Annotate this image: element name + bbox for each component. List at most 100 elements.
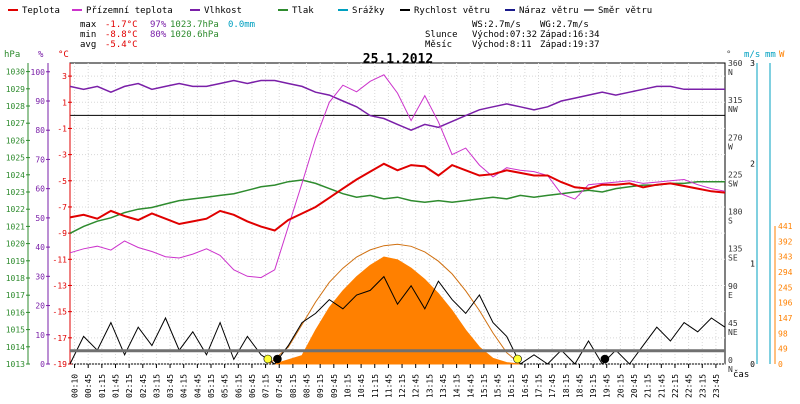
x-tick-label: 13:45 bbox=[439, 374, 448, 398]
solar-axis-tick: 392 bbox=[778, 237, 793, 246]
unit-mm: mm bbox=[765, 50, 776, 60]
pressure-axis-tick: 1030 bbox=[6, 68, 25, 77]
pressure-axis-tick: 1027 bbox=[6, 119, 25, 128]
temperature-axis-tick: 1 bbox=[62, 98, 67, 107]
plot-area bbox=[69, 74, 726, 365]
solar-axis-tick: 245 bbox=[778, 283, 793, 292]
x-tick-label: 03:45 bbox=[166, 374, 175, 398]
pressure-axis-tick: 1014 bbox=[6, 343, 25, 352]
solar-axis-tick: 441 bbox=[778, 222, 793, 231]
moon-marker bbox=[273, 354, 282, 364]
x-tick-label: 12:45 bbox=[412, 374, 421, 398]
temperature-axis-tick: -1 bbox=[57, 124, 67, 133]
x-tick-label: 05:15 bbox=[207, 374, 216, 398]
wind-ws: WS:2.7m/s bbox=[472, 20, 521, 30]
pressure-axis-tick: 1017 bbox=[6, 291, 25, 300]
unit-w: W bbox=[779, 50, 785, 60]
solar-axis-tick: 49 bbox=[778, 345, 788, 354]
x-tick-label: 23:45 bbox=[712, 374, 721, 398]
ground-temperature-line bbox=[69, 74, 726, 279]
moon-set: Západ:19:37 bbox=[540, 40, 600, 50]
unit-deg: ° bbox=[726, 50, 731, 60]
x-tick-label: 17:45 bbox=[548, 374, 557, 398]
x-tick-label: 02:15 bbox=[125, 374, 134, 398]
pressure-axis-tick: 1028 bbox=[6, 102, 25, 111]
x-tick-label: 12:15 bbox=[398, 374, 407, 398]
humidity-axis-tick: 30 bbox=[35, 272, 45, 281]
legend-label-rychlost: Rychlost větru bbox=[414, 6, 490, 16]
wind-ms-tick: 2 bbox=[750, 159, 755, 168]
temperature-axis-tick: -11 bbox=[53, 255, 68, 264]
x-tick-label: 08:15 bbox=[289, 374, 298, 398]
x-tick-label: 06:45 bbox=[248, 374, 257, 398]
legend-label-teplota: Teplota bbox=[22, 6, 60, 16]
pressure-axis-tick: 1023 bbox=[6, 188, 25, 197]
stats-min-hum: 80% bbox=[150, 30, 167, 40]
legend-label-smer: Směr větru bbox=[598, 6, 652, 16]
x-tick-label: 08:45 bbox=[303, 374, 312, 398]
x-tick-label: 09:15 bbox=[316, 374, 325, 398]
wind-dir-tick: 225 bbox=[728, 170, 743, 179]
solar-axis-tick: 0 bbox=[778, 360, 783, 369]
x-tick-label: 16:45 bbox=[521, 374, 530, 398]
legend-label-srazky: Srážky bbox=[352, 6, 385, 16]
humidity-axis-tick: 100 bbox=[31, 68, 46, 77]
sun-rise: Východ:07:32 bbox=[472, 30, 537, 40]
x-tick-label: 23:15 bbox=[698, 374, 707, 398]
temperature-axis-tick: 3 bbox=[62, 72, 67, 81]
wind-dir-compass: E bbox=[728, 291, 733, 300]
wind-dir-compass: NE bbox=[728, 328, 738, 337]
x-tick-label: 11:45 bbox=[384, 374, 393, 398]
wind-dir-tick: 180 bbox=[728, 208, 743, 217]
wind-stats: WS:2.7m/s WG:2.7m/s Slunce Východ:07:32 … bbox=[425, 20, 600, 50]
x-tick-label: 16:15 bbox=[507, 374, 516, 398]
chart-date-title: 25.1.2012 bbox=[363, 52, 433, 67]
x-tick-label: 02:45 bbox=[139, 374, 148, 398]
solar-axis-tick: 343 bbox=[778, 253, 793, 262]
pressure-axis-tick: 1022 bbox=[6, 205, 25, 214]
unit-degc: °C bbox=[58, 50, 69, 60]
x-tick-label: 11:15 bbox=[371, 374, 380, 398]
x-tick-label: 14:15 bbox=[453, 374, 462, 398]
temperature-axis-tick: -3 bbox=[57, 151, 67, 160]
x-tick-label: 22:15 bbox=[671, 374, 680, 398]
moon-marker bbox=[600, 354, 610, 364]
x-tick-label: 20:15 bbox=[616, 374, 625, 398]
solar-axis-tick: 196 bbox=[778, 299, 793, 308]
stats-max-rain: 0.0mm bbox=[228, 20, 255, 30]
x-tick-label: 15:15 bbox=[480, 374, 489, 398]
humidity-axis-tick: 50 bbox=[35, 214, 45, 223]
x-tick-label: 18:15 bbox=[562, 374, 571, 398]
x-tick-label: 21:15 bbox=[644, 374, 653, 398]
pressure-axis-tick: 1016 bbox=[6, 308, 25, 317]
x-tick-label: 09:45 bbox=[330, 374, 339, 398]
axis-unit-headers: hPa % °C ° m/s mm W čas bbox=[4, 50, 785, 380]
humidity-axis-tick: 90 bbox=[35, 97, 45, 106]
pressure-axis-tick: 1024 bbox=[6, 171, 25, 180]
pressure-axis-tick: 1015 bbox=[6, 326, 25, 335]
legend-label-vlhkost: Vlhkost bbox=[204, 6, 242, 16]
x-tick-label: 00:45 bbox=[84, 374, 93, 398]
stats-max-label: max bbox=[80, 20, 97, 30]
wind-dir-tick: 90 bbox=[728, 282, 738, 291]
unit-pct: % bbox=[38, 50, 44, 60]
x-tick-label: 07:15 bbox=[262, 374, 271, 398]
pressure-axis-tick: 1019 bbox=[6, 257, 25, 266]
humidity-axis-tick: 0 bbox=[40, 360, 45, 369]
stats-max-temp: -1.7°C bbox=[105, 20, 138, 30]
x-tick-label: 10:15 bbox=[343, 374, 352, 398]
pressure-line bbox=[69, 179, 725, 234]
wind-wg: WG:2.7m/s bbox=[540, 20, 589, 30]
humidity-axis-tick: 20 bbox=[35, 302, 45, 311]
sun-label: Slunce bbox=[425, 30, 458, 40]
stats-max-hum: 97% bbox=[150, 20, 167, 30]
wind-dir-tick: 135 bbox=[728, 245, 743, 254]
legend: Teplota Přízemní teplota Vlhkost Tlak Srážky… bbox=[8, 6, 652, 16]
legend-label-tlak: Tlak bbox=[292, 6, 314, 16]
solar-axis-tick: 98 bbox=[778, 329, 788, 338]
wind-ms-tick: 0 bbox=[750, 360, 755, 369]
x-tick-label: 10:45 bbox=[357, 374, 366, 398]
wind-dir-compass: W bbox=[728, 142, 733, 151]
unit-ms: m/s bbox=[744, 50, 760, 60]
stats-min-label: min bbox=[80, 30, 96, 40]
